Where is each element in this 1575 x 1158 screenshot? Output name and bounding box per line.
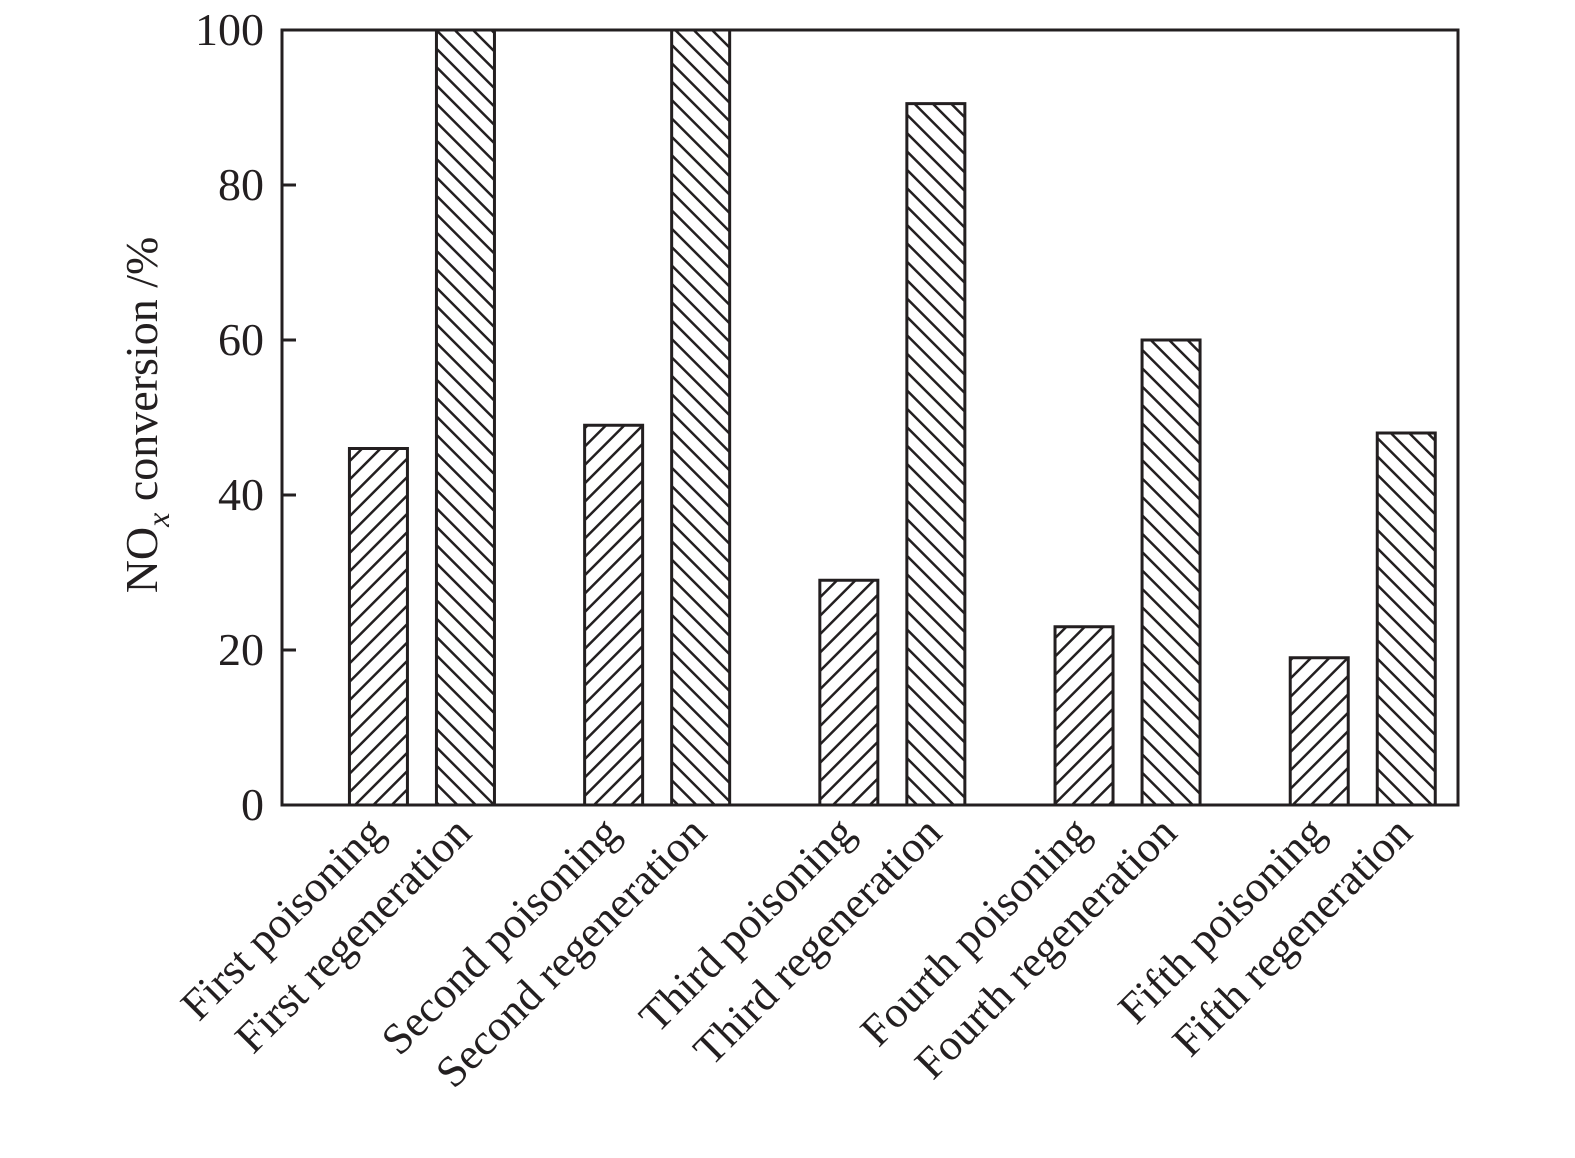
bar-fifth-poisoning: [1288, 656, 1350, 807]
bars-group: [347, 28, 1437, 807]
y-tick-label: 40: [218, 469, 264, 520]
bar-fifth-regeneration: [1375, 431, 1437, 807]
bar-fourth-poisoning: [1053, 625, 1115, 807]
y-axis-title: NOx conversion /%: [116, 237, 176, 594]
bar-second-regeneration: [670, 28, 732, 807]
axes-group: [280, 28, 1460, 807]
bar-first-regeneration: [434, 28, 496, 807]
y-tick-label: 60: [218, 314, 264, 365]
bar-third-regeneration: [905, 102, 967, 807]
bar-first-poisoning: [347, 447, 409, 807]
y-tick-label: 0: [241, 779, 264, 830]
plot-frame: [280, 28, 1460, 807]
y-tick-label: 80: [218, 159, 264, 210]
bar-fourth-regeneration: [1140, 338, 1202, 807]
y-tick-label: 20: [218, 624, 264, 675]
y-tick-label: 100: [195, 4, 264, 55]
bar-third-poisoning: [818, 578, 880, 807]
bar-second-poisoning: [583, 423, 645, 807]
